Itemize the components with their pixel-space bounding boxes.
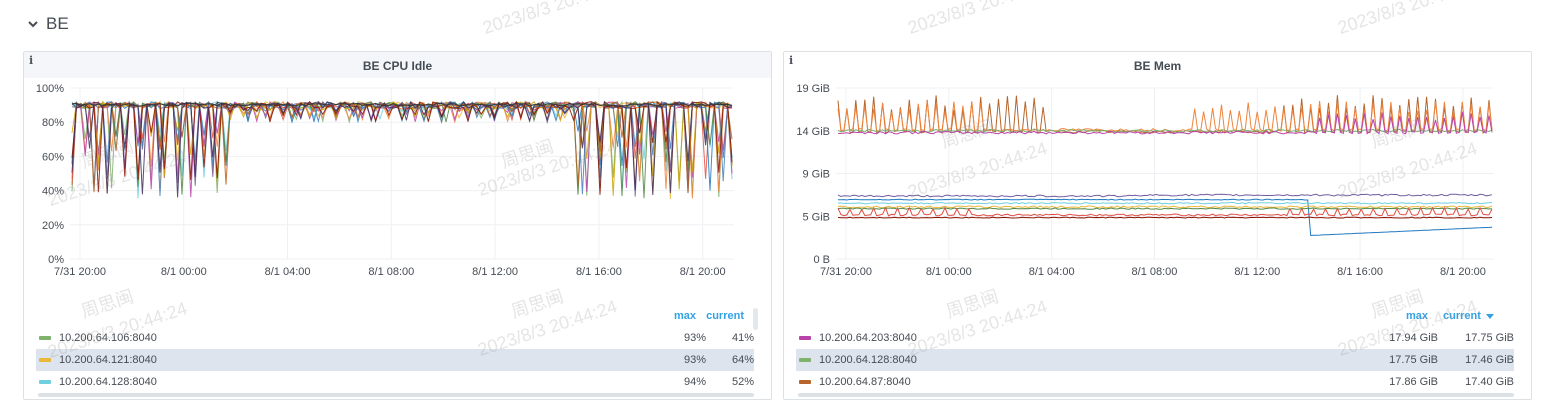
- watermark-text: 2023/8/3 20:44:24: [1335, 0, 1480, 38]
- series-color-swatch[interactable]: [39, 336, 51, 340]
- legend-current-value: 64%: [731, 354, 754, 366]
- y-tick-label: 5 GiB: [802, 211, 830, 223]
- x-tick-label: 8/1 20:00: [680, 266, 726, 278]
- mem-series-line: [837, 206, 1493, 217]
- cpu-series-line: [71, 100, 733, 195]
- legend-series-name[interactable]: 10.200.64.106:8040: [59, 332, 157, 344]
- legend-current-value: 17.46 GiB: [1465, 354, 1514, 366]
- cpu-series-line: [71, 100, 733, 193]
- legend-item[interactable]: 10.200.64.128:8040 94% 52%: [36, 371, 754, 393]
- series-color-swatch[interactable]: [39, 380, 51, 384]
- x-tick-label: 7/31 20:00: [820, 266, 872, 278]
- legend-header-max[interactable]: max: [1405, 310, 1428, 322]
- legend-max-value: 17.86 GiB: [1389, 376, 1438, 388]
- legend-series-name[interactable]: 10.200.64.203:8040: [819, 332, 917, 344]
- mem-series-line: [837, 193, 1493, 198]
- mem-series-line: [837, 216, 1493, 219]
- x-tick-label: 8/1 08:00: [1132, 266, 1178, 278]
- series-color-swatch[interactable]: [799, 336, 811, 340]
- mem-panel: i BE Mem 19 GiB 14 GiB 9 GiB 5 GiB 0 B 7/31 2…: [783, 51, 1532, 400]
- legend-item[interactable]: 10.200.64.106:8040 93% 41%: [36, 327, 754, 349]
- y-tick-label: 60%: [42, 151, 64, 163]
- y-tick-label: 0 B: [813, 254, 830, 266]
- mem-series-line: [837, 207, 1493, 210]
- legend-current-value: 17.40 GiB: [1465, 376, 1514, 388]
- x-tick-label: 8/1 20:00: [1440, 266, 1486, 278]
- legend-series-name[interactable]: 10.200.64.87:8040: [819, 376, 911, 388]
- mem-series-line: [838, 111, 1493, 135]
- x-tick-label: 8/1 16:00: [1337, 266, 1383, 278]
- legend-series-name[interactable]: 10.200.64.121:8040: [59, 354, 157, 366]
- legend-header-max[interactable]: max: [673, 310, 696, 322]
- legend-item[interactable]: 10.200.64.87:8040 17.86 GiB 17.40 GiB: [796, 371, 1514, 393]
- legend-current-value: 52%: [731, 376, 754, 388]
- mem-series-line: [837, 100, 1493, 133]
- legend-scrollbar[interactable]: [753, 308, 758, 330]
- x-tick-label: 8/1 12:00: [1234, 266, 1280, 278]
- info-icon[interactable]: i: [29, 54, 34, 67]
- row-title: BE: [46, 14, 69, 33]
- y-tick-label: 80%: [42, 117, 64, 129]
- legend-max-value: 17.94 GiB: [1389, 332, 1438, 344]
- info-icon[interactable]: i: [789, 54, 794, 67]
- legend-item-highlighted[interactable]: 10.200.64.128:8040 17.75 GiB 17.46 GiB: [796, 349, 1514, 371]
- x-tick-label: 8/1 00:00: [926, 266, 972, 278]
- x-tick-label: 8/1 12:00: [472, 266, 518, 278]
- legend-header-current-label[interactable]: current: [1443, 310, 1481, 322]
- legend-series-name[interactable]: 10.200.64.128:8040: [819, 354, 917, 366]
- legend-max-value: 94%: [683, 376, 706, 388]
- series-color-swatch[interactable]: [799, 380, 811, 384]
- legend-item-highlighted[interactable]: 10.200.64.121:8040 93% 64%: [36, 349, 754, 371]
- x-tick-label: 8/1 16:00: [576, 266, 622, 278]
- legend-item[interactable]: 10.200.64.203:8040 17.94 GiB 17.75 GiB: [796, 327, 1514, 349]
- legend-max-value: 93%: [683, 354, 706, 366]
- y-tick-label: 40%: [42, 186, 64, 198]
- row-header-be[interactable]: BE: [26, 12, 69, 36]
- watermark-text: 2023/8/3 20:44:24: [905, 0, 1050, 38]
- panel-title[interactable]: BE Mem: [1133, 59, 1182, 73]
- legend-header-current[interactable]: current: [1438, 310, 1494, 322]
- panel-header[interactable]: [784, 52, 1531, 78]
- x-tick-label: 8/1 00:00: [161, 266, 207, 278]
- legend-horizontal-scrollbar[interactable]: [38, 393, 754, 397]
- x-tick-label: 8/1 04:00: [265, 266, 311, 278]
- y-tick-label: 100%: [36, 83, 64, 95]
- y-tick-label: 19 GiB: [796, 83, 830, 95]
- mem-series-line: [837, 198, 1493, 237]
- legend-max-value: 17.75 GiB: [1389, 354, 1438, 366]
- mem-series-line: [837, 205, 1493, 209]
- legend-header-current[interactable]: current: [706, 310, 744, 322]
- legend-series-name[interactable]: 10.200.64.128:8040: [59, 376, 157, 388]
- cpu-series-line: [71, 100, 733, 198]
- cpu-avg-line: [71, 102, 733, 107]
- series-color-swatch[interactable]: [799, 358, 811, 362]
- watermark-text: 2023/8/3 20:44:24: [480, 0, 625, 38]
- caret-down-icon: [1486, 314, 1494, 319]
- cpu-idle-graph[interactable]: 100% 80% 60% 40% 20% 0%7/31 20:00 8/1 00:00 8/1…: [24, 78, 772, 290]
- cpu-idle-panel: i BE CPU Idle 100% 80% 60% 40% 20% 0% 7/31 20:…: [23, 51, 772, 400]
- legend-current-value: 41%: [731, 332, 754, 344]
- y-tick-label: 20%: [42, 220, 64, 232]
- panel-title[interactable]: BE CPU Idle: [362, 59, 433, 73]
- chevron-down-icon: [28, 21, 38, 28]
- mem-series-line: [837, 201, 1493, 205]
- y-tick-label: 9 GiB: [802, 169, 830, 181]
- legend-current-value: 17.75 GiB: [1465, 332, 1514, 344]
- mem-series-line: [837, 128, 1493, 133]
- x-tick-label: 7/31 20:00: [54, 266, 106, 278]
- y-tick-label: 14 GiB: [796, 126, 830, 138]
- mem-graph[interactable]: 19 GiB 14 GiB 9 GiB 5 GiB 0 B7/31 20:00 8/1 0…: [784, 78, 1532, 290]
- x-tick-label: 8/1 08:00: [368, 266, 414, 278]
- x-tick-label: 8/1 04:00: [1029, 266, 1075, 278]
- legend-horizontal-scrollbar[interactable]: [798, 393, 1514, 397]
- legend-max-value: 93%: [683, 332, 706, 344]
- panel-header[interactable]: [24, 52, 771, 78]
- series-color-swatch[interactable]: [39, 358, 51, 362]
- y-tick-label: 0%: [48, 254, 64, 266]
